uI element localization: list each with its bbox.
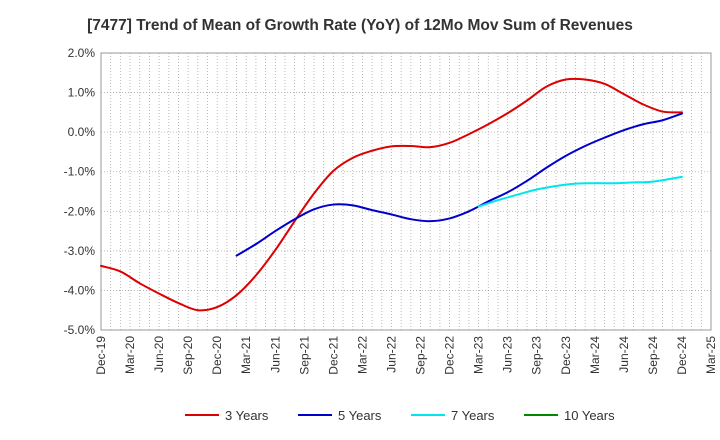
x-tick-label: Sep-20: [181, 336, 195, 375]
legend: 3 Years 5 Years 7 Years 10 Years: [185, 408, 615, 423]
x-tick-label: Mar-22: [355, 336, 369, 374]
x-tick-label: Dec-19: [94, 336, 108, 375]
x-tick-label: Dec-20: [210, 336, 224, 375]
y-tick-label: 2.0%: [68, 46, 96, 60]
x-tick-label: Jun-21: [268, 336, 282, 373]
x-tick-label: Mar-24: [588, 336, 602, 374]
x-tick-label: Jun-23: [501, 336, 515, 373]
y-tick-label: -1.0%: [64, 165, 96, 179]
x-axis-tick-labels: Dec-19 Mar-20 Jun-20 Sep-20 Dec-20 Mar-21 Jun-…: [94, 336, 718, 375]
legend-label-3-years: 3 Years: [225, 408, 269, 423]
y-tick-label: -3.0%: [64, 244, 96, 258]
series-layer: [100, 77, 683, 312]
y-tick-label: 1.0%: [68, 86, 96, 100]
x-tick-label: Dec-22: [443, 336, 457, 375]
x-tick-label: Dec-23: [559, 336, 573, 375]
y-tick-label: 0.0%: [68, 125, 96, 139]
legend-label-7-years: 7 Years: [451, 408, 495, 423]
y-tick-label: -4.0%: [64, 283, 96, 297]
legend-label-10-years: 10 Years: [564, 408, 615, 423]
x-tick-label: Sep-24: [646, 336, 660, 375]
y-axis-tick-labels: 2.0% 1.0% 0.0% -1.0% -2.0% -3.0% -4.0% -5.0%: [64, 46, 96, 337]
x-tick-label: Mar-23: [472, 336, 486, 374]
y-tick-label: -2.0%: [64, 204, 96, 218]
chart-title: [7477] Trend of Mean of Growth Rate (YoY…: [87, 17, 633, 34]
x-tick-label: Sep-23: [530, 336, 544, 375]
y-tick-label: -5.0%: [64, 323, 96, 337]
series-line-5-years: [235, 112, 683, 257]
x-tick-label: Jun-22: [384, 336, 398, 373]
plot-frame: [100, 52, 712, 331]
legend-label-5-years: 5 Years: [338, 408, 382, 423]
x-tick-label: Sep-21: [297, 336, 311, 375]
series-line-3-years: [100, 77, 683, 312]
x-tick-label: Jun-20: [152, 336, 166, 373]
x-tick-label: Dec-21: [326, 336, 340, 375]
series-line-7-years: [477, 175, 683, 208]
x-tick-label: Mar-20: [123, 336, 137, 374]
x-tick-label: Mar-21: [239, 336, 253, 374]
x-tick-label: Dec-24: [675, 336, 689, 375]
x-tick-label: Sep-22: [414, 336, 428, 375]
grid: [101, 53, 711, 330]
x-tick-label: Mar-25: [704, 336, 718, 374]
x-tick-label: Jun-24: [617, 336, 631, 373]
